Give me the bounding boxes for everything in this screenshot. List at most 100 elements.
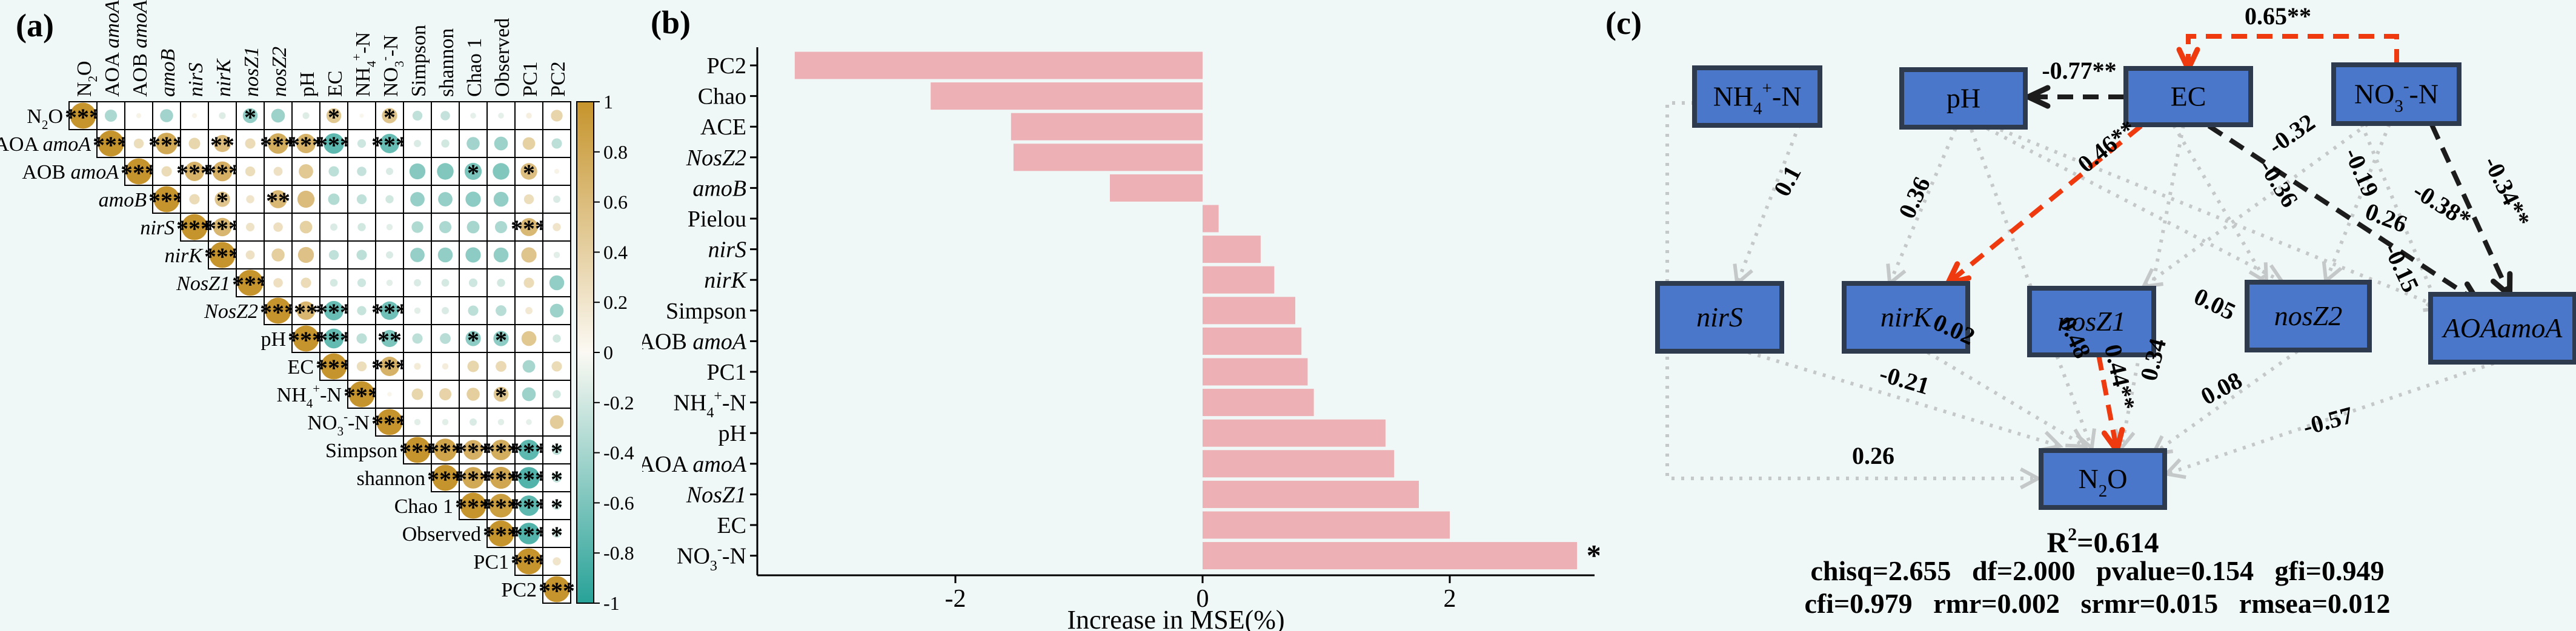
correlation-circle bbox=[357, 278, 367, 288]
significance-stars: *** bbox=[65, 104, 101, 131]
significance-stars: *** bbox=[176, 159, 213, 187]
significance-stars: *** bbox=[204, 215, 241, 242]
correlation-circle bbox=[245, 138, 256, 149]
correlation-circle bbox=[161, 166, 172, 177]
significance-stars: *** bbox=[511, 215, 547, 242]
matrix-col-label: nosZ2 bbox=[268, 47, 291, 97]
bar-category-label: EC bbox=[717, 513, 746, 538]
bar-category-label: Pielou bbox=[688, 206, 746, 232]
correlation-circle bbox=[441, 279, 450, 287]
bar bbox=[1203, 389, 1314, 417]
sem-box-label-nosz1: nosZ1 bbox=[2057, 306, 2125, 337]
correlation-circle bbox=[463, 440, 483, 460]
colorbar-tick-label: 0.2 bbox=[603, 291, 628, 313]
correlation-circle bbox=[348, 381, 375, 408]
sem-box-ph bbox=[1899, 67, 2028, 130]
matrix-col-label: N2O bbox=[73, 61, 100, 97]
correlation-circle bbox=[553, 196, 560, 203]
colorbar-tick-label: -0.8 bbox=[603, 542, 634, 564]
matrix-col-label: Observed bbox=[491, 18, 514, 97]
correlation-circle bbox=[551, 138, 562, 149]
sem-path-coefficient: 0.05 bbox=[2190, 282, 2240, 325]
correlation-circle bbox=[356, 249, 367, 260]
bar bbox=[1013, 144, 1203, 171]
correlation-circle bbox=[552, 473, 562, 483]
sem-path-red bbox=[1945, 124, 2143, 286]
correlation-circle bbox=[519, 440, 539, 460]
sem-box-label-ec: EC bbox=[2171, 81, 2206, 112]
correlation-circle bbox=[520, 218, 538, 236]
bar bbox=[1203, 297, 1295, 325]
correlation-circle bbox=[324, 133, 344, 154]
correlation-circle bbox=[442, 418, 449, 426]
panel-a-correlation-matrix: (a)*** * * **** *** ** ********* ****** ****** * *… bbox=[0, 0, 634, 614]
sem-path-gray bbox=[2114, 125, 2185, 452]
correlation-circle bbox=[493, 331, 509, 346]
significance-stars: *** bbox=[455, 438, 491, 465]
significance-stars: *** bbox=[148, 187, 185, 214]
matrix-col-label: AOA amoA bbox=[101, 0, 124, 97]
correlation-circle bbox=[460, 492, 486, 519]
matrix-col-label: amoB bbox=[157, 48, 179, 97]
significance-stars: *** bbox=[371, 354, 408, 382]
matrix-row-label: NosZ1 bbox=[176, 273, 230, 295]
colorbar-tick-label: 0 bbox=[603, 342, 613, 363]
correlation-circle bbox=[441, 139, 450, 148]
correlation-circle bbox=[493, 247, 509, 263]
sem-path-coefficient: -0.77** bbox=[2042, 57, 2116, 84]
correlation-circle bbox=[268, 133, 288, 154]
correlation-circle bbox=[516, 548, 542, 575]
matrix-col-label: nirK bbox=[213, 58, 235, 97]
significance-stars: * bbox=[495, 382, 507, 409]
sem-path-gray bbox=[1970, 128, 2096, 452]
significance-stars: *** bbox=[232, 271, 268, 298]
sem-path-coefficient: -0.34** bbox=[2478, 152, 2536, 231]
correlation-circle bbox=[380, 134, 399, 153]
correlation-circle bbox=[356, 194, 367, 205]
correlation-circle bbox=[357, 306, 367, 316]
correlation-circle bbox=[296, 134, 316, 153]
correlation-circle bbox=[273, 222, 283, 232]
correlation-circle bbox=[181, 214, 208, 240]
correlation-circle bbox=[437, 247, 453, 263]
x-axis-title: Increase in MSE(%) bbox=[1067, 605, 1284, 631]
correlation-circle bbox=[297, 246, 314, 263]
correlation-circle bbox=[490, 466, 513, 489]
bar-category-label: NosZ1 bbox=[686, 482, 746, 507]
correlation-circle bbox=[522, 387, 536, 401]
bar bbox=[1203, 266, 1275, 294]
correlation-circle bbox=[153, 186, 180, 213]
significance-stars: *** bbox=[511, 521, 547, 549]
significance-stars: ** bbox=[210, 131, 234, 159]
correlation-circle bbox=[271, 248, 285, 262]
correlation-circle bbox=[494, 136, 508, 151]
significance-stars: * bbox=[495, 326, 507, 354]
significance-stars: *** bbox=[511, 438, 547, 465]
sem-box-nosz1 bbox=[2027, 286, 2156, 357]
correlation-circle bbox=[553, 334, 561, 343]
correlation-circle bbox=[551, 110, 563, 122]
correlation-circle bbox=[188, 137, 201, 150]
significance-stars: * bbox=[244, 104, 256, 131]
sem-path-coefficient: 0.1 bbox=[1768, 161, 1806, 200]
matrix-row-label: Observed bbox=[402, 523, 481, 546]
significance-stars: *** bbox=[316, 326, 352, 354]
bar-category-label: pH bbox=[719, 421, 746, 446]
matrix-row-label: amoB bbox=[99, 189, 147, 211]
matrix-row-label: AOA amoA bbox=[0, 133, 91, 156]
matrix-col-label: Chao 1 bbox=[463, 38, 486, 97]
correlation-circle bbox=[409, 163, 426, 180]
sem-path-coefficient: 0.26 bbox=[1852, 442, 1894, 469]
correlation-circle bbox=[376, 409, 403, 435]
sem-box-label-nh4n: NH4+-N bbox=[1713, 79, 1802, 118]
correlation-circle bbox=[214, 191, 230, 207]
correlation-circle bbox=[356, 361, 367, 372]
colorbar bbox=[576, 101, 594, 604]
correlation-circle bbox=[410, 192, 425, 206]
correlation-circle bbox=[98, 130, 124, 157]
significance-stars: ** bbox=[377, 326, 402, 354]
correlation-circle bbox=[551, 361, 562, 372]
matrix-row-label: Chao 1 bbox=[394, 495, 453, 518]
matrix-row-label: shannon bbox=[357, 467, 425, 490]
significance-stars: *** bbox=[399, 438, 436, 465]
